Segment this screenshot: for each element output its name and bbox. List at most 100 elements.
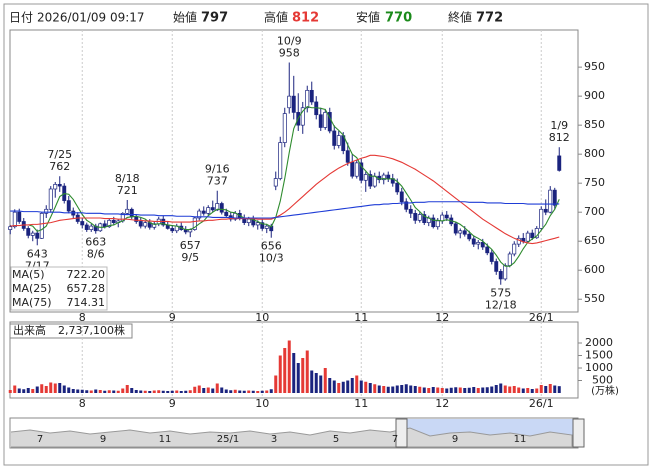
volume-bar [44,386,48,393]
navigator-line [10,427,573,448]
volume-bar [80,389,84,393]
annotation-value: 737 [207,175,228,188]
candle-body [368,174,373,187]
volume-bar [508,386,512,393]
volume-bar [553,385,557,393]
annotation-date: 10/3 [259,252,284,265]
candle-body [494,261,499,272]
candle-body [503,265,508,280]
volume-bar [256,391,260,393]
volume-bar [512,386,516,393]
volume-bar [121,388,125,393]
candle-body [201,210,206,214]
x-tick-label: 12 [435,311,449,324]
annotation-value: 958 [279,46,300,59]
volume-bar [116,390,120,393]
candle-body [66,200,71,212]
navigator-label: 25/1 [217,434,239,445]
annotation-value: 657 [180,239,201,252]
volume-bar [440,388,444,393]
header-datetime: 2026/01/09 09:17 [37,11,145,25]
candle-body [498,271,503,280]
candle-body [170,228,175,232]
volume-bar [377,385,381,393]
candle-body [552,189,557,206]
candle-body [417,214,422,221]
annotation-date: 10/9 [277,34,302,47]
candle-body [264,225,269,229]
volume-bar [427,388,431,393]
volume-bar [454,387,458,393]
candle-body [12,211,17,228]
annotation-date: 7/25 [47,148,72,161]
candle-body [512,243,517,255]
candle-body [89,225,94,230]
volume-unit: (万株) [591,384,619,397]
candle-body [255,222,260,226]
volume-bar [373,384,377,393]
volume-bar [220,387,224,393]
candle-body [251,218,256,226]
candle-body [224,211,229,217]
ma-line [10,201,560,219]
volume-bar [260,390,264,393]
volume-bar [418,386,422,393]
volume-bar [130,388,134,393]
candle-body [206,207,211,214]
candle-body [84,224,89,230]
volume-bar [278,355,282,393]
volume-bar [328,378,332,393]
candle-body [134,216,139,222]
annotation-value: 663 [85,236,106,249]
header-open: 797 [201,11,228,26]
legend-box [10,266,108,311]
y-tick-label: 550 [584,292,605,305]
annotation-date: 8/18 [115,172,140,185]
volume-bar [211,388,215,393]
volume-bar [386,386,390,393]
header-close: 772 [476,11,503,26]
candle-body [80,221,85,226]
legend-name: MA(25) [12,282,52,295]
candle-body [530,232,535,239]
candle-body [219,203,224,213]
candle-body [107,219,112,228]
annotation-date: 8/6 [87,248,105,261]
volume-bar [314,373,318,393]
navigator-label: 11 [159,434,172,445]
volume-bar [274,375,278,393]
volume-bar [341,381,345,393]
annotation-value: 575 [490,287,511,300]
volume-bar [152,390,156,393]
y-tick-label: 850 [584,118,605,131]
x-tick-label: 9 [169,397,176,410]
volume-bar [292,353,296,393]
x-tick-label: 10 [255,397,269,410]
navigator-handle-right[interactable] [572,418,585,448]
volume-bar [233,389,237,393]
volume-bar [197,385,201,393]
volume-bar [40,384,44,393]
candle-body [246,218,251,223]
navigator-label: 9 [452,434,458,445]
navigator-handle-left[interactable] [395,418,408,448]
x-tick-label: 8 [79,311,86,324]
volume-bar [463,388,467,393]
volume-bar [184,390,188,393]
volume-bar [13,385,17,393]
volume-bar [58,383,62,393]
volume-bar [391,386,395,393]
volume-bar [215,383,219,393]
volume-bar [355,375,359,393]
candle-body [525,232,530,242]
volume-bar [85,390,89,393]
header-high-label: 高値 [264,10,288,25]
volume-bar [76,389,80,393]
volume-bar [368,383,372,393]
volume-bar [449,387,453,393]
volume-bar [283,348,287,393]
header-date-label: 日付 [9,11,33,25]
volume-bar [112,390,116,393]
volume-panel [9,321,579,399]
candle-body [8,226,13,230]
